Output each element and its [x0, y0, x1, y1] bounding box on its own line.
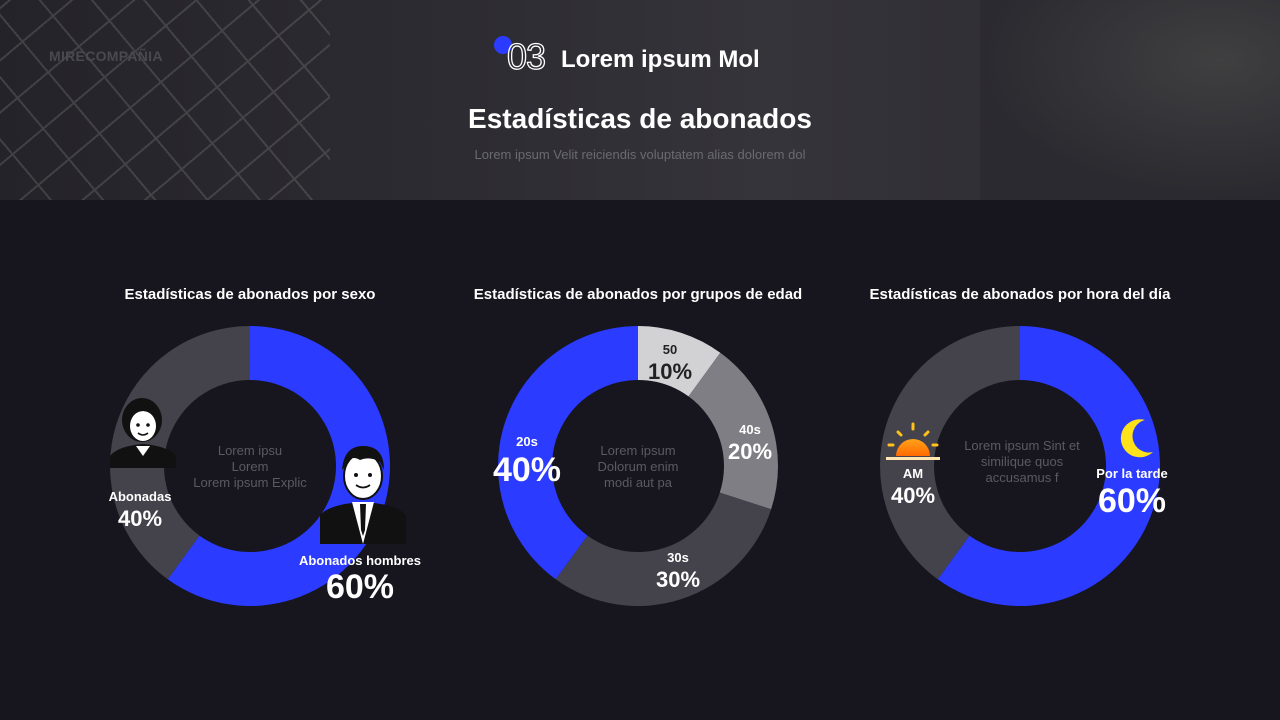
slice-label-hombres: Abonados hombres: [298, 553, 422, 568]
background-image: [980, 0, 1280, 200]
page-subtitle: Lorem ipsum Velit reiciendis voluptatem …: [474, 147, 806, 162]
chart-title-edad: Estadísticas de abonados por grupos de e…: [473, 286, 803, 303]
donut-slice-abonadas: [110, 326, 250, 580]
section-title: Lorem ipsum Mol: [561, 46, 760, 73]
accent-dot: [494, 36, 512, 54]
slice-label-abonadas: Abonadas: [108, 489, 172, 504]
chart-center-text: Lorem ipsu Lorem Lorem ipsum Explic: [193, 443, 307, 490]
donut-slice-30s: [555, 492, 772, 606]
slice-label-tarde: Por la tarde: [1096, 466, 1168, 481]
chart-title-hora: Estadísticas de abonados por hora del dí…: [869, 286, 1171, 303]
donut-slice-50: [638, 326, 721, 397]
slice-value-20s: 40%: [492, 451, 562, 489]
slice-label-am: AM: [902, 466, 924, 481]
donut-slice-40s: [688, 352, 778, 510]
donut-slice-am: [880, 326, 1020, 580]
slice-label-20s: 20s: [516, 434, 538, 449]
slice-value-abonadas: 40%: [117, 506, 163, 531]
slice-label-50: 50: [662, 342, 678, 357]
slice-label-30s: 30s: [667, 550, 689, 565]
background-image: [0, 0, 330, 200]
slice-label-40s: 40s: [739, 422, 761, 437]
header-banner: [0, 0, 1280, 200]
woman-avatar-icon: [110, 398, 176, 468]
slice-value-hombres: 60%: [325, 568, 395, 606]
slice-value-50: 10%: [647, 359, 693, 384]
slice-value-40s: 20%: [727, 439, 773, 464]
chart-center-text: Lorem ipsum Sint et similique quos accusam…: [964, 438, 1080, 485]
page-title: Estadísticas de abonados: [468, 103, 812, 134]
slice-value-am: 40%: [890, 483, 936, 508]
company-logo: MIRECOMPAÑIA: [49, 48, 163, 64]
chart-center-text: Lorem ipsum Dolorum enim modi aut pa: [597, 443, 679, 490]
slice-value-tarde: 60%: [1097, 482, 1167, 520]
chart-title-sexo: Estadísticas de abonados por sexo: [124, 286, 376, 303]
donut-chart-edad: [498, 326, 778, 606]
moon-icon: [1120, 419, 1153, 458]
donut-slice-por-la-tarde: [937, 326, 1160, 606]
donut-slice-20s: [498, 326, 638, 580]
sunrise-icon: [886, 422, 940, 460]
section-number: 03: [506, 35, 546, 77]
man-avatar-icon: [320, 446, 406, 544]
donut-chart-hora: [880, 326, 1160, 606]
slice-value-30s: 30%: [655, 567, 701, 592]
